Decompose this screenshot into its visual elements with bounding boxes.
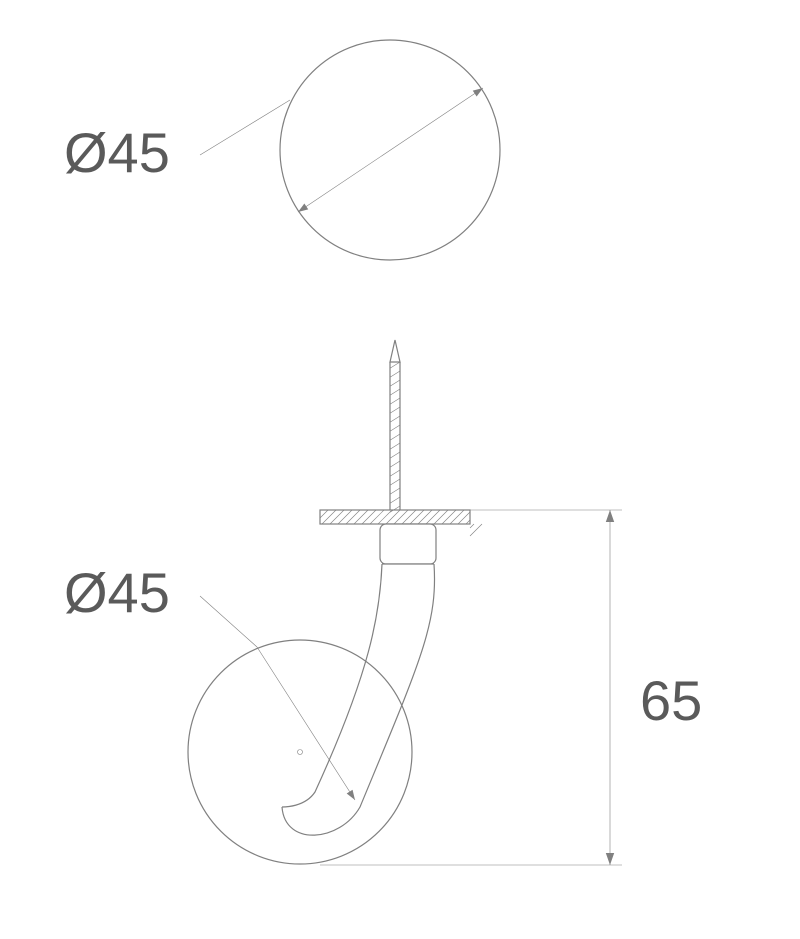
height-label: 65 [640,669,702,732]
arrowhead-icon [606,510,614,522]
screw-tip [390,340,400,362]
caster-horn-fill [282,564,435,835]
screw-threads [390,362,400,512]
arrowhead-icon [473,88,483,96]
caster-neck [380,524,436,564]
diameter-label-wheel: Ø45 [64,561,170,624]
wheel-leader-a [200,596,257,647]
leader-line [200,100,290,155]
axle-point [298,750,303,755]
mounting-plate [320,510,470,524]
arrowhead-icon [606,853,614,865]
diameter-line [298,88,483,212]
arrowhead-icon [298,204,308,212]
diameter-label-top: Ø45 [64,121,170,184]
